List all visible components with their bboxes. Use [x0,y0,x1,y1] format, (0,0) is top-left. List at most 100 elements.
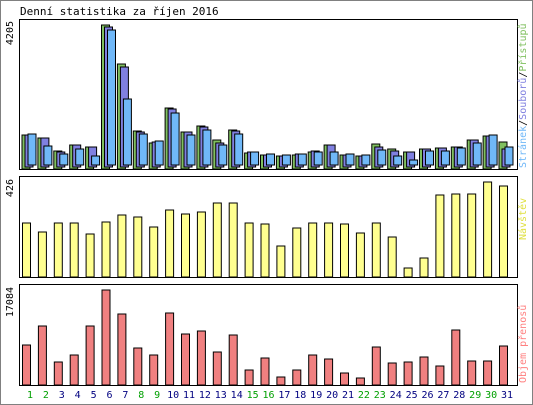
bar-strnek-12 [202,129,212,166]
bar-bottom-18 [292,369,302,386]
bar-middle-16 [260,223,270,278]
bar-bottom-12 [196,330,206,386]
bar-strnek-1 [27,133,37,166]
bar-bottom-9 [149,354,159,386]
bar-middle-2 [37,231,47,278]
x-tick-label-20: 20 [326,390,338,401]
bar-strnek-29 [472,142,482,166]
bar-strnek-3 [59,153,69,166]
bar-strnek-25 [409,159,419,166]
bar-strnek-30 [488,134,498,166]
bar-middle-10 [165,209,175,278]
legend-bottom: Objem přenosů [517,305,529,383]
bar-strnek-27 [440,150,450,166]
x-tick-label-5: 5 [91,390,97,401]
bar-bottom-11 [181,333,190,386]
bar-middle-6 [101,221,111,278]
bar-bottom-16 [260,357,270,386]
x-tick-label-1: 1 [27,390,33,401]
bar-middle-24 [387,236,397,278]
x-tick-label-14: 14 [231,390,243,401]
bar-strnek-7 [122,98,132,166]
x-tick-label-24: 24 [390,390,402,401]
x-tick-label-2: 2 [43,390,49,401]
bar-bottom-19 [308,354,318,386]
x-tick-label-23: 23 [374,390,386,401]
bar-strnek-19 [313,151,323,166]
bar-middle-22 [355,232,365,278]
bar-strnek-22 [361,154,371,166]
bar-bottom-10 [165,312,175,386]
x-tick-label-7: 7 [122,390,128,401]
bar-strnek-8 [138,133,148,166]
bar-strnek-15 [250,151,260,166]
bar-strnek-4 [75,148,85,166]
bar-middle-8 [133,216,143,278]
bar-middle-23 [371,222,381,278]
bar-middle-31 [499,185,508,278]
bar-strnek-2 [43,145,53,166]
bar-strnek-21 [345,153,355,166]
legend-top-segment-0: Stránek [517,126,529,168]
x-tick-label-3: 3 [59,390,65,401]
bar-bottom-7 [117,313,127,386]
x-tick-label-26: 26 [421,390,433,401]
x-tick-label-25: 25 [406,390,418,401]
x-tick-label-11: 11 [183,390,195,401]
bar-middle-1 [22,222,31,278]
bar-strnek-31 [504,146,514,166]
x-tick-label-9: 9 [154,390,160,401]
bar-middle-4 [69,222,79,278]
bar-middle-30 [483,181,493,278]
x-tick-label-31: 31 [501,390,513,401]
x-tick-label-13: 13 [215,390,227,401]
x-tick-label-29: 29 [469,390,481,401]
x-tick-label-17: 17 [278,390,290,401]
bar-strnek-13 [218,144,228,166]
bar-strnek-17 [281,154,291,166]
x-tick-label-10: 10 [167,390,179,401]
x-tick-label-18: 18 [294,390,306,401]
bar-bottom-23 [371,346,381,386]
bar-middle-27 [435,194,445,278]
bar-bottom-31 [499,345,508,386]
x-tick-label-27: 27 [437,390,449,401]
legend-top-segment-4: Přístupů [517,23,529,71]
bar-middle-11 [181,213,190,278]
bar-bottom-24 [387,362,397,386]
legend-top-segment-1: / [518,120,529,126]
bar-middle-29 [467,193,477,278]
x-tick-label-22: 22 [358,390,370,401]
bar-strnek-23 [377,149,387,166]
legend-top-segment-3: / [518,72,529,78]
bar-middle-26 [419,257,429,278]
bar-bottom-27 [435,365,445,386]
bar-middle-17 [276,245,286,278]
bar-strnek-26 [425,150,434,166]
panel-max-label-bottom: 17084 [5,287,16,317]
legend-top: Stránek/Souborů/Přístupů [517,23,529,168]
bar-strnek-16 [266,153,275,166]
bar-bottom-28 [451,329,461,386]
x-tick-label-15: 15 [247,390,259,401]
bar-middle-12 [196,211,206,278]
bar-bottom-20 [324,358,334,386]
bar-bottom-8 [133,347,143,386]
bar-bottom-15 [244,369,254,386]
bar-strnek-18 [297,153,307,166]
legend-top-segment-2: Souborů [517,78,529,120]
legend-middle: Návštěv [517,198,529,240]
bar-middle-21 [340,223,349,278]
bar-bottom-4 [69,354,79,386]
bar-middle-25 [403,267,413,278]
x-tick-label-19: 19 [310,390,322,401]
x-tick-label-21: 21 [342,390,354,401]
bar-bottom-1 [22,344,31,386]
x-tick-label-12: 12 [199,390,211,401]
x-tick-label-6: 6 [106,390,112,401]
bar-strnek-5 [91,155,101,166]
bar-middle-18 [292,227,302,278]
bar-bottom-6 [101,289,111,386]
